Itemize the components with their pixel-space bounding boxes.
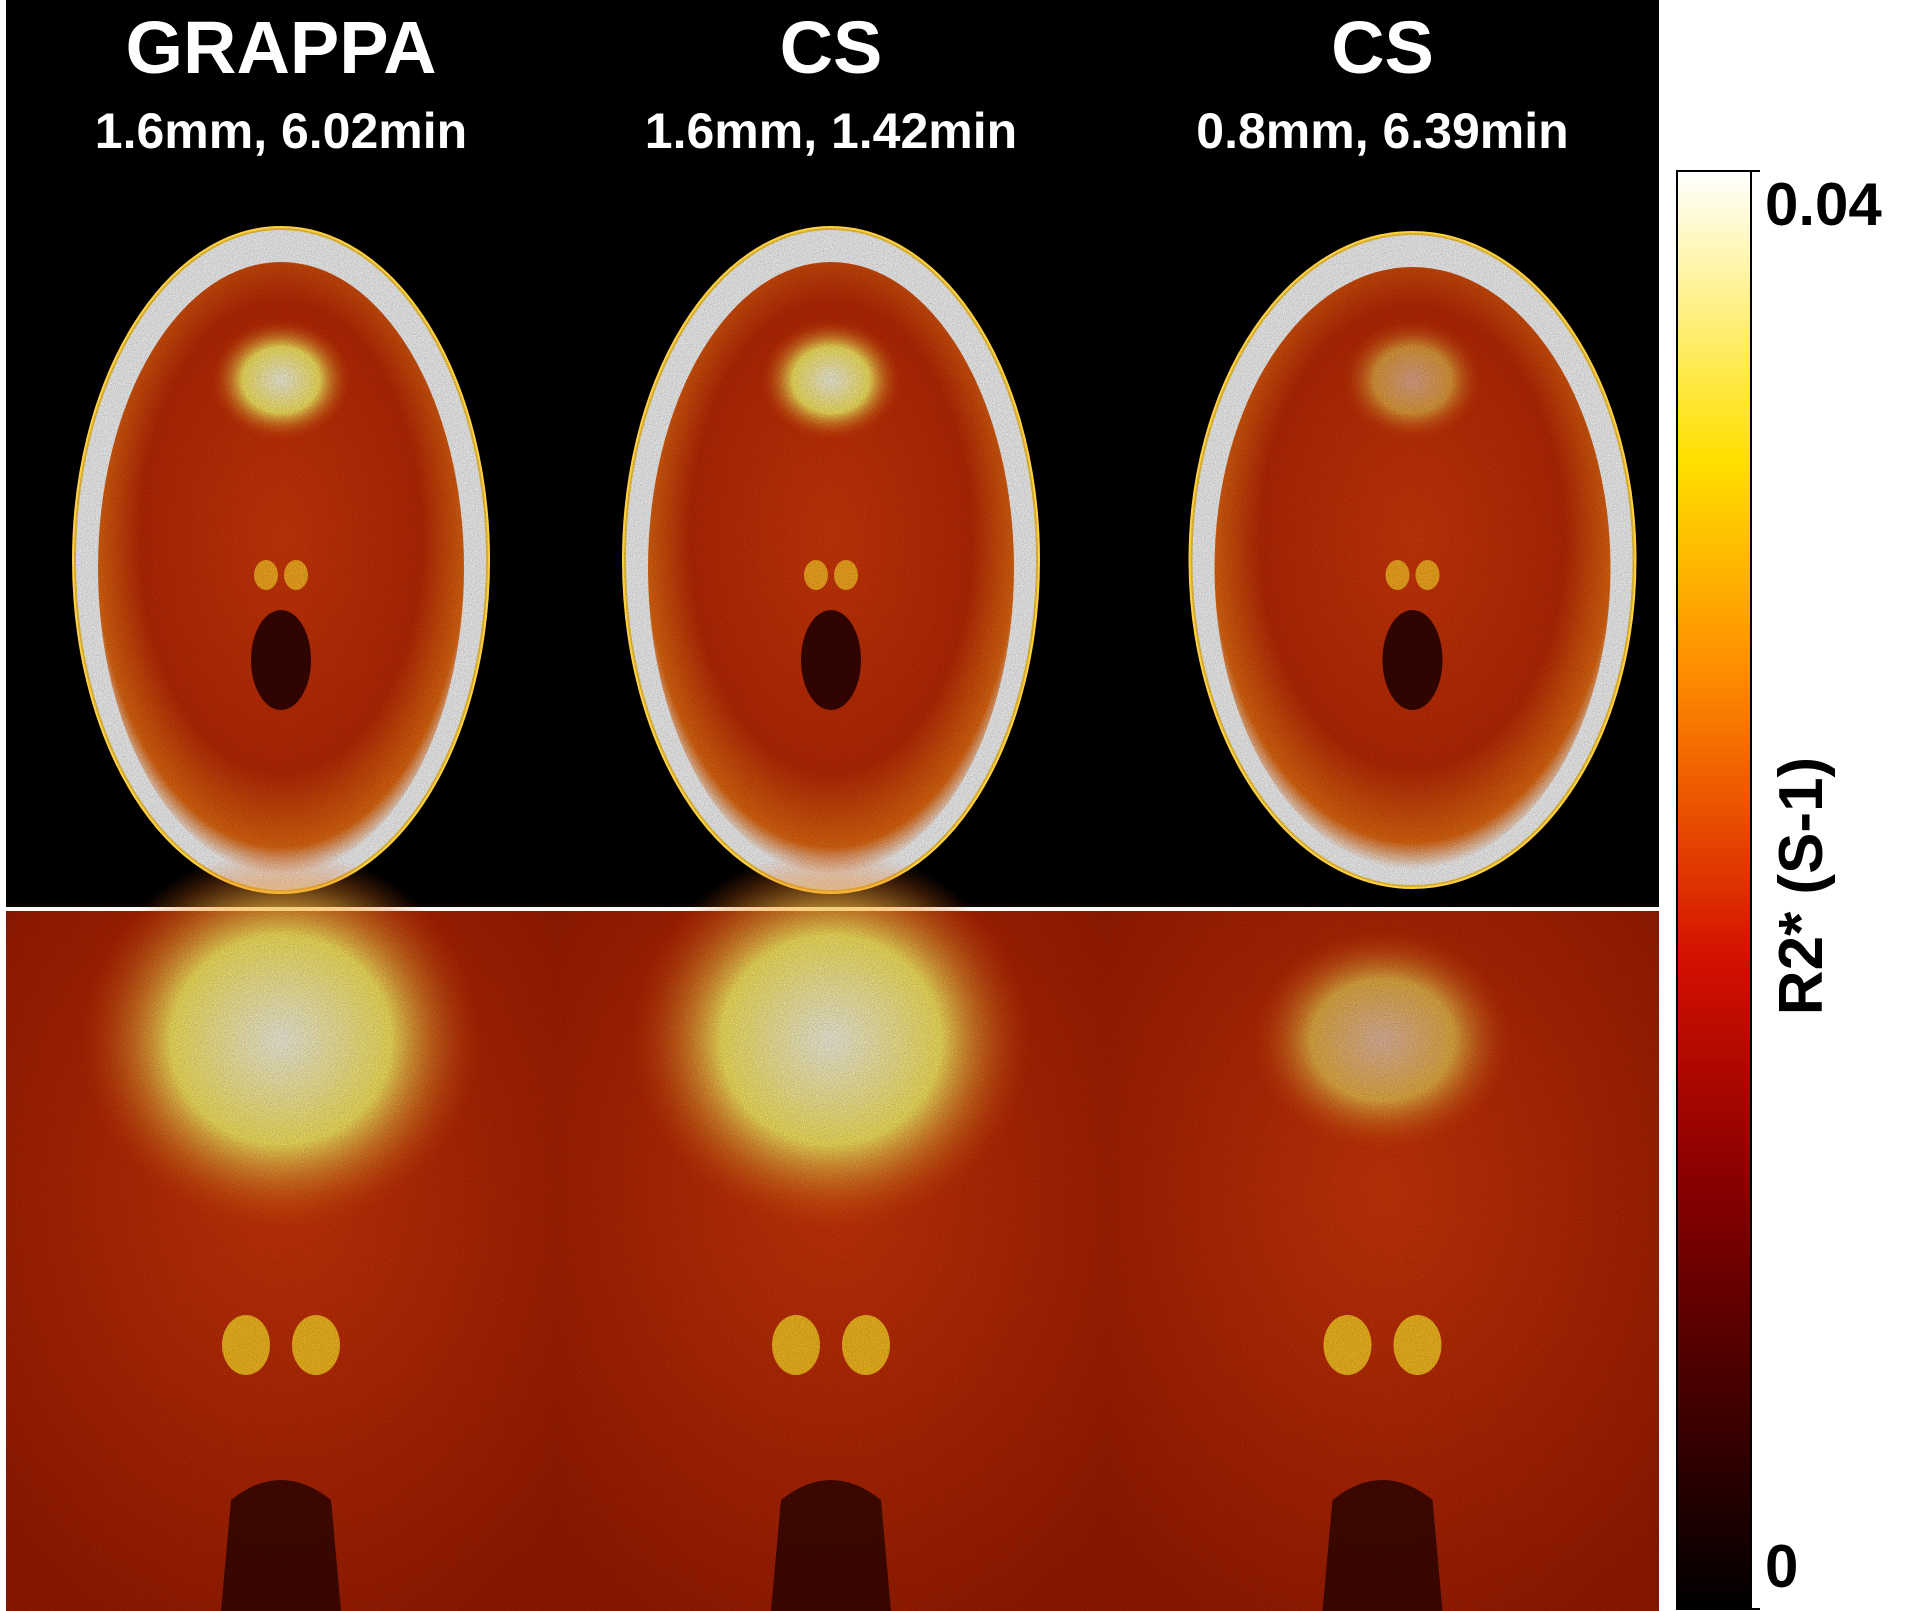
column-title: GRAPPA xyxy=(125,6,436,89)
colorbar xyxy=(1676,170,1752,1610)
noise xyxy=(1190,233,1635,887)
zoom-noise xyxy=(6,911,556,1611)
colorbar-tick-label: 0.04 xyxy=(1765,171,1882,238)
head-map xyxy=(72,226,490,894)
noise xyxy=(74,228,488,892)
column-subtitle: 0.8mm, 6.39min xyxy=(1196,103,1568,159)
column-title: CS xyxy=(1331,6,1434,89)
noise xyxy=(624,228,1038,892)
column-subtitle: 1.6mm, 1.42min xyxy=(645,103,1017,159)
colorbar-tick-label: 0 xyxy=(1765,1533,1798,1600)
column-subtitle: 1.6mm, 6.02min xyxy=(95,103,467,159)
head-map xyxy=(1188,231,1637,889)
column-title: CS xyxy=(780,6,883,89)
colorbar-label: R2* (S-1) xyxy=(1767,757,1836,1015)
zoom-noise xyxy=(556,911,1106,1611)
zoom-noise xyxy=(1106,911,1659,1611)
head-map xyxy=(622,226,1040,894)
header-band xyxy=(6,0,1659,171)
